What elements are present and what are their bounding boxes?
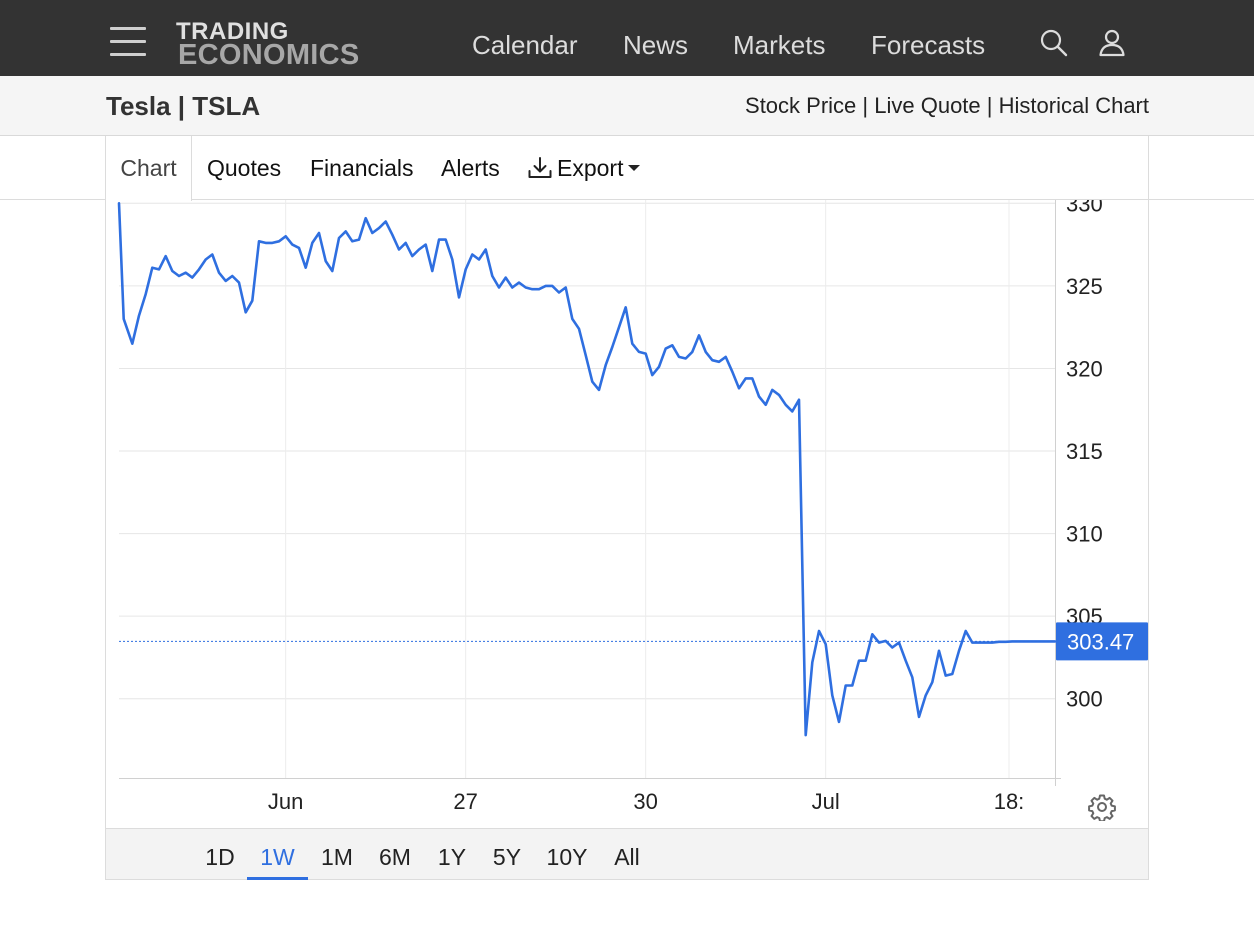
- x-axis: Jun 27 30 Jul 18:: [268, 789, 1024, 814]
- range-selector: 1D 1W 1M 6M 1Y 5Y 10Y All: [106, 828, 1148, 880]
- historical-chart-link[interactable]: Historical Chart: [998, 93, 1149, 118]
- x-tick-label: Jun: [268, 789, 303, 814]
- range-1m[interactable]: 1M: [321, 844, 353, 870]
- settings-gear-icon[interactable]: [1088, 793, 1116, 823]
- link-separator: |: [862, 93, 869, 118]
- range-1w[interactable]: 1W: [247, 829, 308, 880]
- x-tick-label: 18:: [994, 789, 1025, 814]
- last-price-label: 303.47: [1067, 629, 1134, 654]
- tab-quotes[interactable]: Quotes: [207, 155, 282, 181]
- tab-alerts[interactable]: Alerts: [441, 155, 500, 181]
- download-icon: [528, 157, 552, 178]
- y-tick-label: 310: [1066, 522, 1103, 547]
- y-tick-label: 300: [1066, 687, 1103, 712]
- page-title: Tesla | TSLA: [106, 91, 261, 121]
- chart-grid: [119, 200, 1061, 786]
- price-line: [117, 202, 1057, 737]
- y-tick-label: 325: [1066, 274, 1103, 299]
- range-6m[interactable]: 6M: [379, 844, 411, 870]
- nav-forecasts[interactable]: Forecasts: [871, 30, 986, 60]
- x-tick-label: 30: [633, 789, 657, 814]
- last-price-tag: 303.47: [1056, 622, 1148, 661]
- caret-down-icon: [628, 165, 640, 171]
- stock-price-link[interactable]: Stock Price: [745, 93, 857, 118]
- tab-chart[interactable]: Chart: [105, 136, 192, 201]
- export-label: Export: [557, 155, 624, 181]
- x-tick-label: 27: [453, 789, 477, 814]
- logo-line-2: ECONOMICS: [178, 39, 360, 71]
- trading-economics-logo[interactable]: TRADING ECONOMICS: [176, 18, 359, 71]
- range-all[interactable]: All: [614, 844, 640, 870]
- y-tick-label: 320: [1066, 356, 1103, 381]
- nav-news[interactable]: News: [623, 30, 689, 60]
- user-icon[interactable]: [1097, 28, 1127, 58]
- x-tick-label: Jul: [812, 789, 840, 814]
- range-5y[interactable]: 5Y: [492, 844, 522, 870]
- search-icon[interactable]: [1039, 28, 1069, 58]
- chart-card: [105, 136, 1149, 880]
- last-price-tag-background: [1056, 622, 1148, 661]
- nav-calendar[interactable]: Calendar: [472, 30, 578, 60]
- header-links: Stock Price | Live Quote | Historical Ch…: [745, 93, 1149, 119]
- y-tick-label: 315: [1066, 439, 1103, 464]
- live-quote-link[interactable]: Live Quote: [874, 93, 981, 118]
- link-separator: |: [986, 93, 993, 118]
- logo-line-1: TRADING: [176, 18, 289, 45]
- range-1d[interactable]: 1D: [205, 844, 235, 870]
- range-10y[interactable]: 10Y: [546, 844, 588, 870]
- nav-markets[interactable]: Markets: [733, 30, 826, 60]
- menu-icon[interactable]: [110, 27, 146, 57]
- tab-financials[interactable]: Financials: [310, 155, 414, 181]
- title-bar: Tesla | TSLA Stock Price | Live Quote | …: [0, 76, 1254, 136]
- tabs-row: [0, 136, 1254, 200]
- y-tick-label: 330: [1066, 200, 1103, 216]
- top-navigation: TRADING ECONOMICS Calendar News Markets …: [0, 0, 1254, 76]
- range-1y[interactable]: 1Y: [437, 844, 467, 870]
